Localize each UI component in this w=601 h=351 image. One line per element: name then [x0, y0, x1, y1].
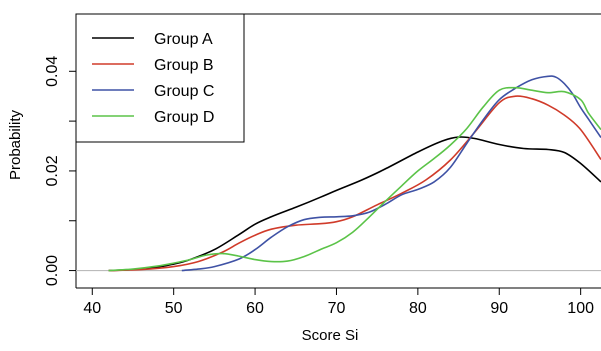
legend-label-group-b: Group B [154, 57, 214, 74]
legend-label-group-d: Group D [154, 109, 214, 126]
x-tick-label: 50 [165, 300, 183, 317]
series-line-group-c [181, 75, 601, 272]
x-tick-label: 100 [567, 300, 594, 317]
y-axis: 0.00 0.02 0.04 [44, 56, 76, 286]
x-tick-label: 40 [83, 300, 101, 317]
legend-label-group-a: Group A [154, 31, 213, 48]
y-axis-title: Probability [7, 109, 24, 180]
x-axis: 40 50 60 70 80 90 100 [83, 288, 594, 317]
y-tick-label: 0.04 [44, 56, 61, 87]
x-tick-label: 90 [490, 300, 508, 317]
x-axis-title: Score Si [302, 327, 359, 344]
legend-label-group-c: Group C [154, 83, 214, 100]
x-tick-label: 80 [409, 300, 427, 317]
series-line-group-d [108, 86, 601, 272]
legend-box [75, 13, 245, 143]
series-lines [108, 75, 601, 272]
series-line-group-a [108, 136, 601, 272]
x-tick-label: 70 [328, 300, 346, 317]
y-tick-label: 0.02 [44, 155, 61, 186]
legend: Group A Group B Group C Group D [75, 13, 245, 143]
y-tick-label: 0.00 [44, 255, 61, 286]
x-tick-label: 60 [246, 300, 264, 317]
